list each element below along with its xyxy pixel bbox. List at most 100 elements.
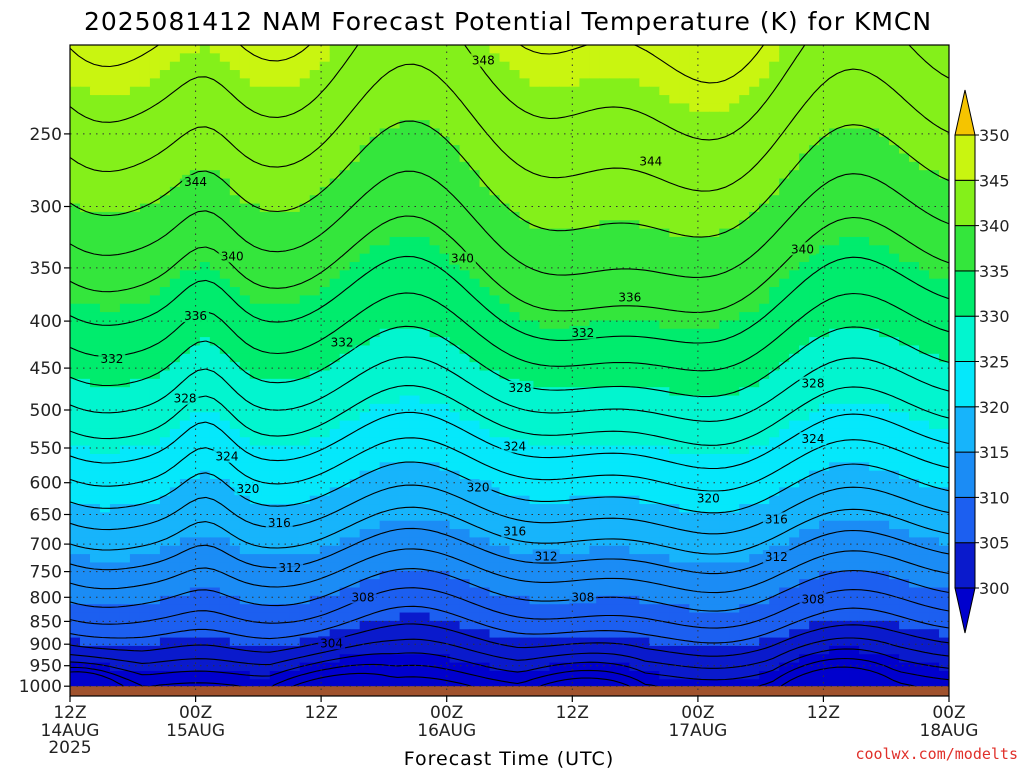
field-cell: [489, 295, 501, 305]
field-cell: [159, 136, 171, 146]
field-cell: [269, 312, 281, 322]
field-cell: [829, 378, 840, 388]
field-cell: [609, 387, 620, 397]
field-cell: [719, 453, 730, 463]
field-cell: [349, 345, 361, 355]
field-cell: [589, 462, 600, 472]
field-cell: [199, 462, 211, 472]
field-cell: [789, 462, 800, 472]
field-cell: [329, 111, 341, 121]
field-cell: [109, 278, 121, 288]
field-cell: [309, 487, 321, 497]
field-cell: [259, 495, 271, 505]
field-cell: [709, 236, 720, 246]
field-cell: [889, 95, 900, 105]
field-cell: [769, 262, 780, 271]
field-cell: [559, 178, 571, 188]
field-cell: [889, 495, 900, 505]
field-cell: [169, 153, 181, 163]
field-cell: [819, 462, 830, 472]
field-cell: [159, 362, 171, 372]
field-cell: [749, 479, 760, 488]
field-cell: [219, 61, 231, 71]
field-cell: [189, 111, 201, 121]
field-cell: [179, 362, 191, 372]
field-cell: [409, 412, 421, 422]
field-cell: [249, 362, 261, 372]
field-cell: [329, 345, 341, 355]
field-cell: [379, 487, 391, 497]
field-cell: [159, 428, 171, 438]
field-cell: [419, 320, 431, 330]
field-cell: [209, 512, 221, 522]
field-cell: [129, 120, 141, 130]
field-cell: [809, 403, 820, 413]
field-cell: [89, 78, 101, 88]
field-cell: [449, 270, 461, 280]
field-cell: [299, 403, 311, 413]
field-cell: [499, 103, 511, 113]
field-cell: [70, 337, 81, 347]
field-cell: [929, 203, 940, 213]
field-cell: [379, 111, 391, 121]
field-cell: [819, 203, 830, 213]
field-cell: [429, 278, 441, 288]
field-cell: [619, 320, 630, 330]
field-cell: [889, 303, 900, 313]
field-cell: [929, 253, 940, 263]
field-cell: [259, 462, 271, 472]
field-cell: [489, 403, 501, 413]
field-cell: [449, 86, 461, 96]
field-cell: [79, 128, 91, 138]
field-cell: [539, 211, 551, 221]
field-cell: [339, 428, 351, 438]
field-cell: [819, 111, 830, 121]
field-cell: [569, 95, 581, 105]
field-cell: [749, 337, 760, 347]
field-cell: [539, 278, 551, 288]
field-cell: [529, 270, 541, 280]
field-cell: [499, 245, 511, 255]
field-cell: [689, 437, 700, 447]
field-cell: [739, 161, 750, 171]
field-cell: [899, 170, 910, 180]
field-cell: [679, 295, 690, 305]
field-cell: [819, 103, 830, 113]
field-cell: [779, 403, 790, 413]
field-cell: [369, 303, 381, 313]
field-cell: [699, 95, 710, 105]
field-cell: [419, 470, 431, 480]
field-cell: [309, 312, 321, 322]
field-cell: [499, 337, 511, 347]
field-cell: [169, 78, 181, 88]
field-cell: [259, 295, 271, 305]
field-cell: [119, 420, 131, 430]
field-cell: [709, 320, 720, 330]
field-cell: [329, 270, 341, 280]
field-cell: [499, 387, 511, 397]
field-cell: [509, 320, 521, 330]
field-cell: [819, 95, 830, 105]
field-cell: [99, 161, 111, 171]
field-cell: [619, 228, 630, 238]
field-cell: [659, 145, 670, 155]
field-cell: [619, 428, 630, 438]
field-cell: [339, 495, 351, 505]
field-cell: [769, 103, 780, 113]
field-cell: [279, 403, 291, 413]
field-cell: [279, 270, 291, 280]
field-cell: [439, 328, 451, 338]
field-cell: [669, 70, 680, 79]
field-cell: [449, 195, 461, 205]
field-cell: [789, 278, 800, 288]
field-cell: [699, 53, 710, 63]
field-cell: [429, 353, 441, 363]
field-cell: [609, 45, 620, 54]
field-cell: [289, 186, 301, 196]
field-cell: [499, 453, 511, 463]
field-cell: [139, 270, 151, 280]
field-cell: [519, 504, 531, 513]
field-cell: [479, 370, 491, 380]
field-cell: [119, 53, 131, 63]
field-cell: [289, 228, 301, 238]
